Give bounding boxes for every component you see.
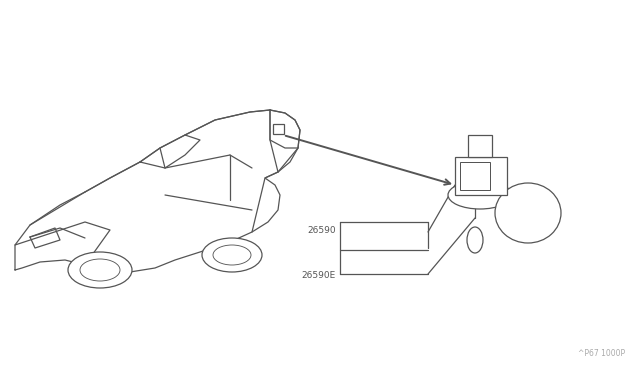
Bar [455, 157, 507, 195]
Text: 26590E: 26590E [301, 272, 336, 280]
Text: ^P67 1000P: ^P67 1000P [578, 349, 625, 358]
Text: 26590: 26590 [307, 225, 336, 234]
Bar [460, 162, 490, 190]
Ellipse shape [495, 183, 561, 243]
Ellipse shape [448, 181, 512, 209]
Bar [468, 135, 492, 157]
Ellipse shape [80, 259, 120, 281]
Ellipse shape [202, 238, 262, 272]
Bar [273, 124, 284, 134]
Ellipse shape [68, 252, 132, 288]
Ellipse shape [467, 227, 483, 253]
Ellipse shape [213, 245, 251, 265]
